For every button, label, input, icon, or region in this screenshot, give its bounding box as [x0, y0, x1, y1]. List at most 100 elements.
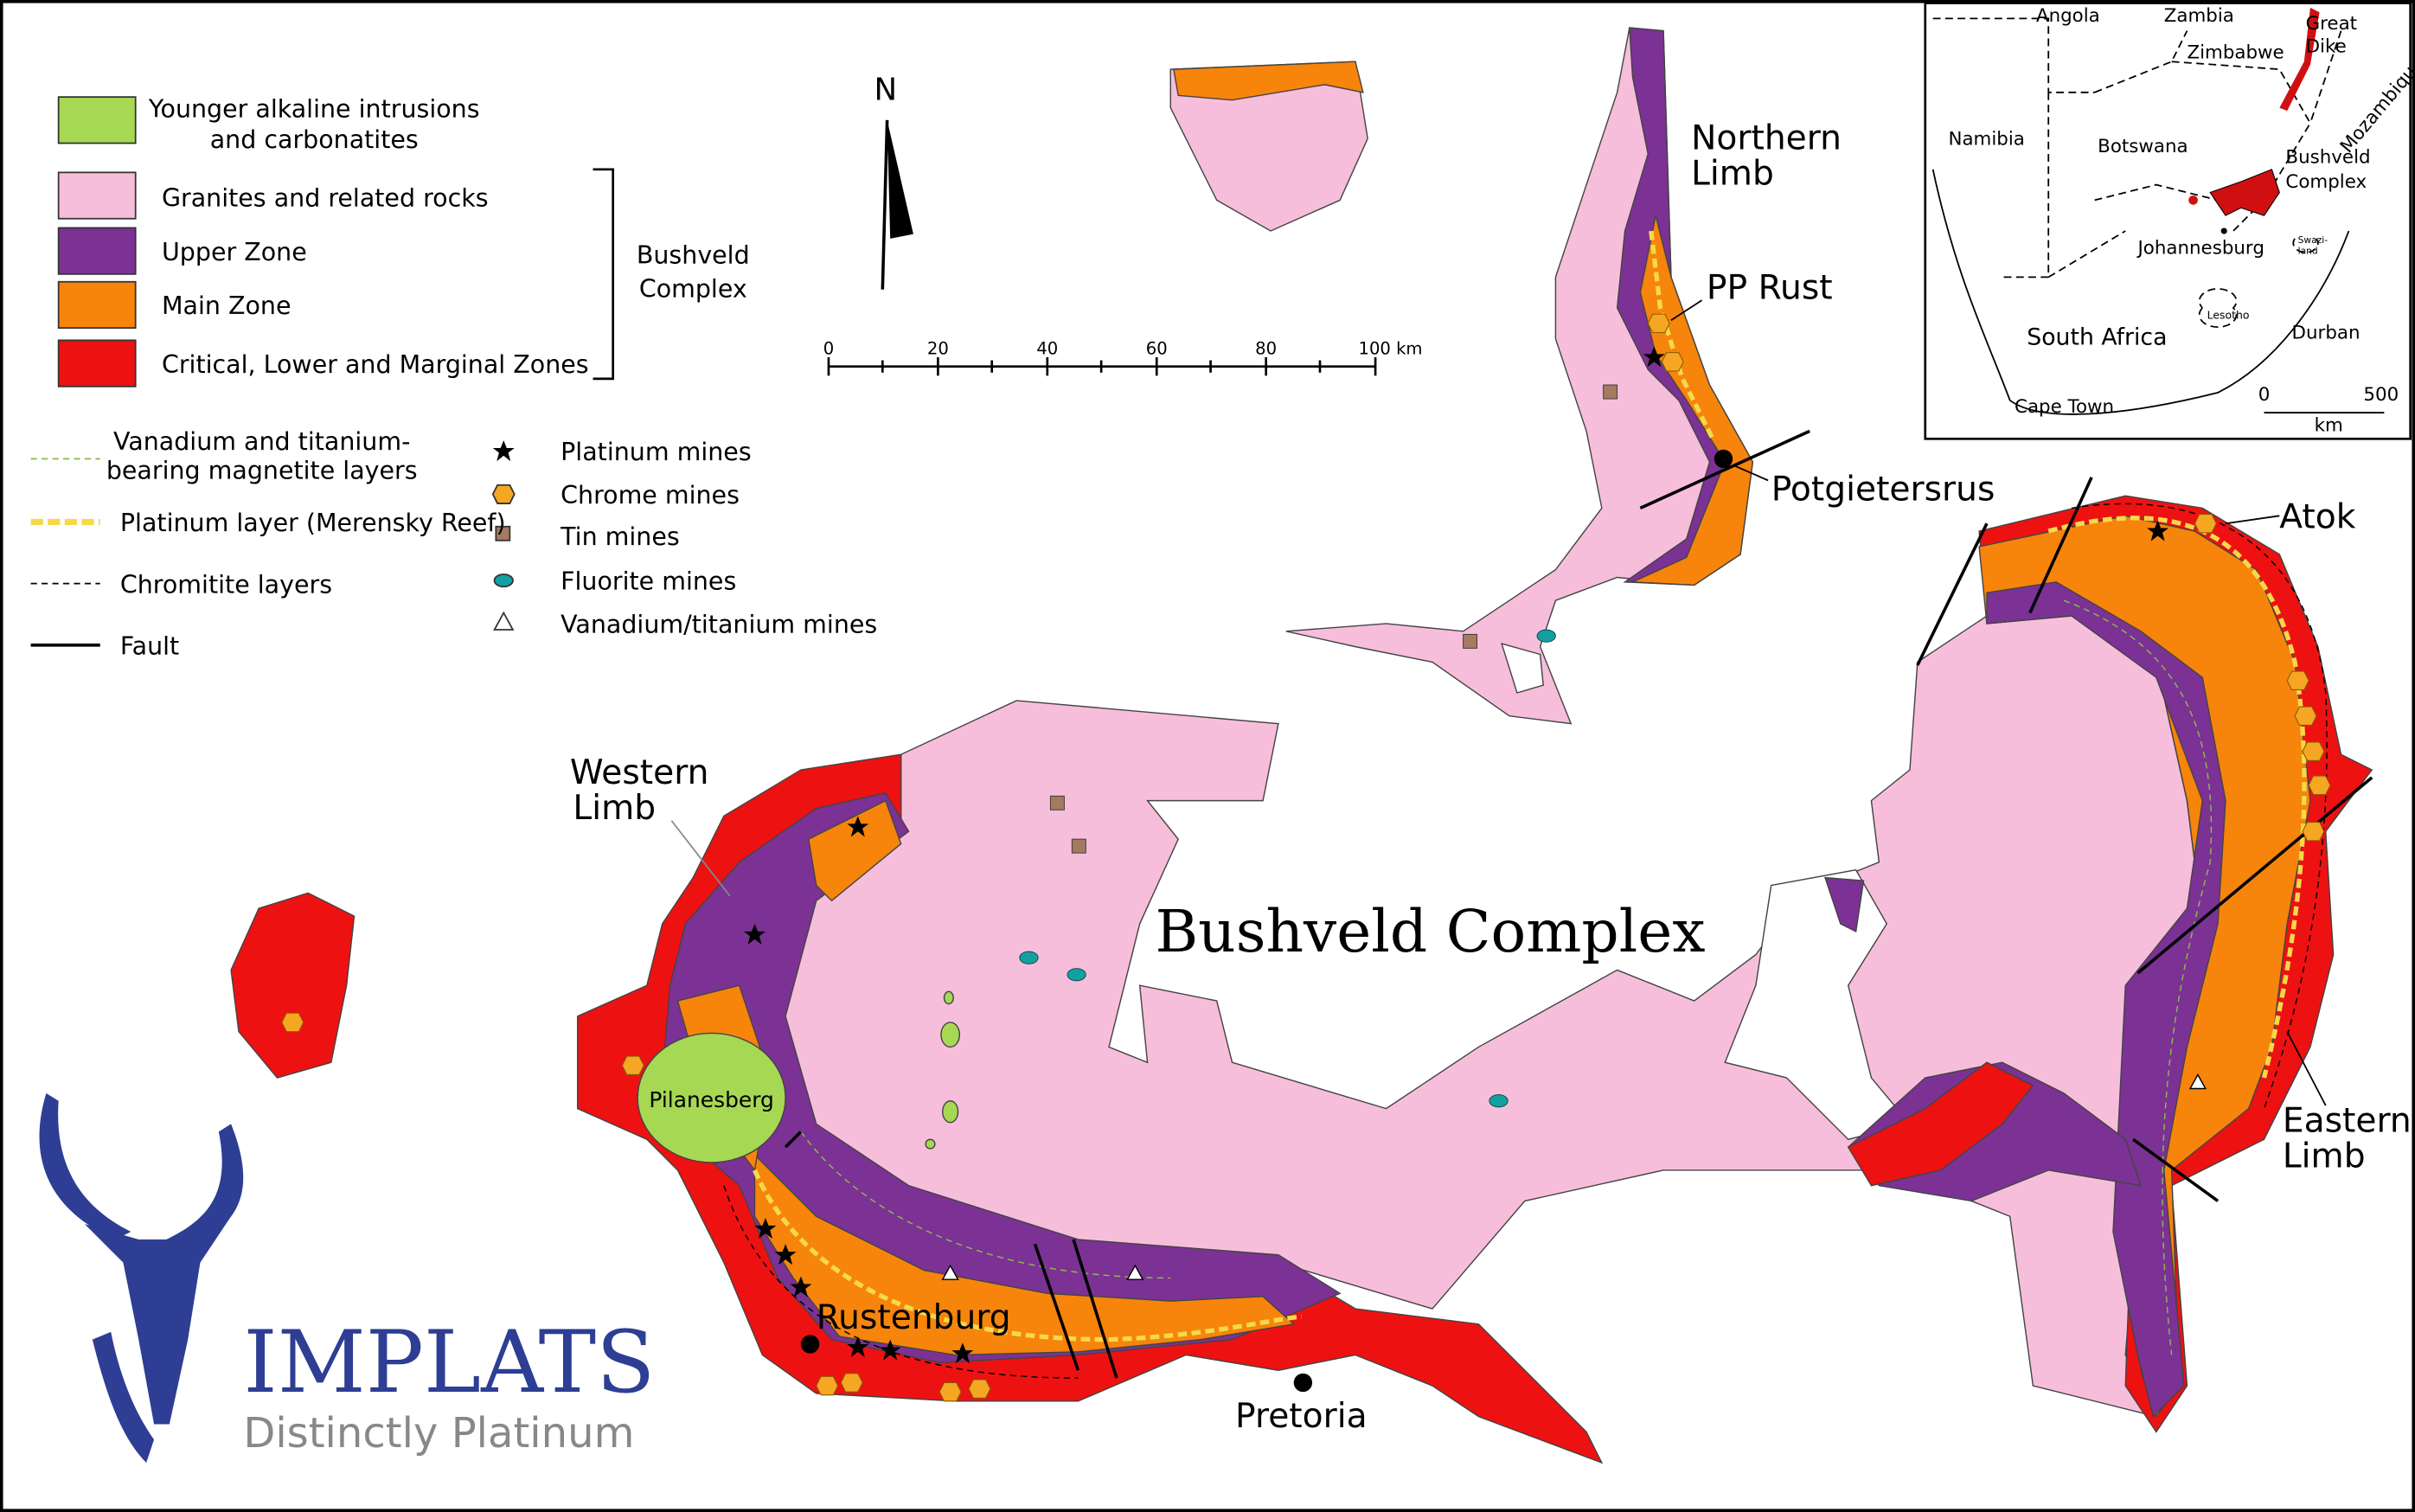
square — [1071, 838, 1086, 854]
label: Namibia — [1948, 128, 2024, 150]
hex — [968, 1379, 991, 1400]
fault — [784, 1131, 803, 1149]
arrow-shaft — [881, 119, 889, 290]
scale-label: 0 — [823, 338, 834, 358]
label: PP Rust — [1707, 268, 1833, 307]
line: Younger alkaline intrusions — [148, 94, 480, 123]
line: Complex — [639, 275, 747, 304]
label: Durban — [2292, 323, 2361, 344]
hex — [1647, 313, 1671, 334]
triangle-icon — [493, 611, 515, 631]
label: Swazi-land — [2298, 234, 2329, 256]
line: Northern — [1691, 119, 1842, 158]
hex — [815, 1375, 839, 1396]
map-labels: Northern Limb PP Rust Potgietersrus Atok … — [570, 119, 2412, 1436]
ellipse — [1489, 1094, 1509, 1108]
main-zone — [808, 799, 902, 902]
arrow-head — [887, 119, 913, 239]
legend-label: Chrome mines — [561, 481, 740, 509]
label: Atok — [2279, 498, 2355, 537]
intrusion — [943, 990, 954, 1005]
line: Swazi- — [2298, 234, 2329, 246]
legend-label: Vanadium and titanium-bearing magnetite … — [106, 427, 418, 485]
hex-icon — [491, 484, 516, 504]
line: Limb — [573, 789, 656, 828]
leader — [2286, 1031, 2327, 1106]
swatch — [57, 171, 137, 220]
line: Bushveld — [637, 240, 750, 269]
chromitite — [2071, 503, 2328, 1109]
legend-label: Fault — [120, 632, 179, 661]
label: Lesotho — [2207, 308, 2250, 321]
label: Western Limb — [570, 753, 709, 828]
label: Rustenburg — [817, 1298, 1011, 1337]
label: Zimbabwe — [2187, 42, 2284, 64]
inset-frame — [1924, 2, 2412, 440]
hex — [2302, 821, 2325, 842]
scale-label: 80 — [1255, 338, 1277, 358]
critical-zone — [230, 892, 356, 1079]
bracket-label: Bushveld Complex — [637, 240, 750, 303]
scale-label: 100 km — [1359, 338, 1423, 358]
swatch — [57, 339, 137, 388]
geology — [230, 27, 2373, 1464]
upper-zone — [1824, 876, 1865, 932]
fault — [1639, 429, 1810, 510]
merensky — [1649, 230, 1715, 440]
ellipse-icon — [493, 573, 514, 588]
line: Dike — [2306, 36, 2347, 58]
hex — [2302, 741, 2325, 762]
tin-mines — [1049, 384, 1618, 854]
legend-label: Platinum layer (Merensky Reef) — [120, 509, 506, 537]
leader — [670, 820, 731, 897]
legend-label: Main Zone — [162, 292, 291, 320]
hex — [2308, 775, 2331, 796]
label: Potgietersrus — [1771, 471, 1995, 509]
town — [800, 1335, 820, 1354]
triangle — [2188, 1073, 2207, 1090]
magnetite — [800, 1131, 1171, 1279]
square — [1603, 384, 1618, 400]
line: Limb — [1691, 155, 1774, 194]
north-label: N — [874, 73, 898, 108]
town — [1714, 449, 1733, 469]
magnetite — [2063, 599, 2213, 1355]
line: Bushveld — [2285, 147, 2370, 169]
legend-label: Granites and related rocks — [162, 184, 489, 213]
leader — [1732, 464, 1769, 482]
label: Johannesburg — [2136, 238, 2264, 259]
square — [1463, 633, 1478, 649]
hex — [621, 1055, 645, 1076]
hex — [280, 1012, 304, 1033]
leader — [1670, 299, 1703, 321]
towns — [800, 449, 1733, 1393]
hex — [2286, 670, 2310, 691]
legend — [30, 96, 615, 647]
hex — [2294, 706, 2317, 727]
line: Complex — [2285, 171, 2367, 193]
label: Pilanesberg — [649, 1087, 773, 1112]
line: Great — [2306, 13, 2357, 35]
legend-label: Younger alkaline intrusions and carbonati… — [148, 94, 480, 154]
intrusion — [942, 1100, 959, 1124]
borders — [1932, 17, 2342, 329]
north-arrow: N — [874, 73, 913, 290]
legend-label: Fluorite mines — [561, 567, 736, 596]
hex — [840, 1372, 864, 1393]
triangle — [941, 1264, 959, 1280]
town — [2220, 227, 2227, 234]
bracket — [593, 168, 615, 381]
logo-name: IMPLATS — [243, 1311, 655, 1413]
label: Great Dike — [2306, 13, 2357, 58]
swatch — [57, 227, 137, 275]
line: land — [2298, 246, 2318, 257]
legend-text: Younger alkaline intrusions and carbonati… — [106, 94, 877, 660]
map-title: Bushveld Complex — [1155, 897, 1705, 965]
inset-map: Angola Zambia Great Dike Zimbabwe Mozambi… — [1924, 2, 2415, 440]
ellipse — [1067, 968, 1086, 982]
antelope — [39, 1092, 244, 1464]
label: Cape Town — [2015, 396, 2114, 418]
line: bearing magnetite layers — [106, 457, 418, 485]
hex — [1661, 351, 1685, 372]
